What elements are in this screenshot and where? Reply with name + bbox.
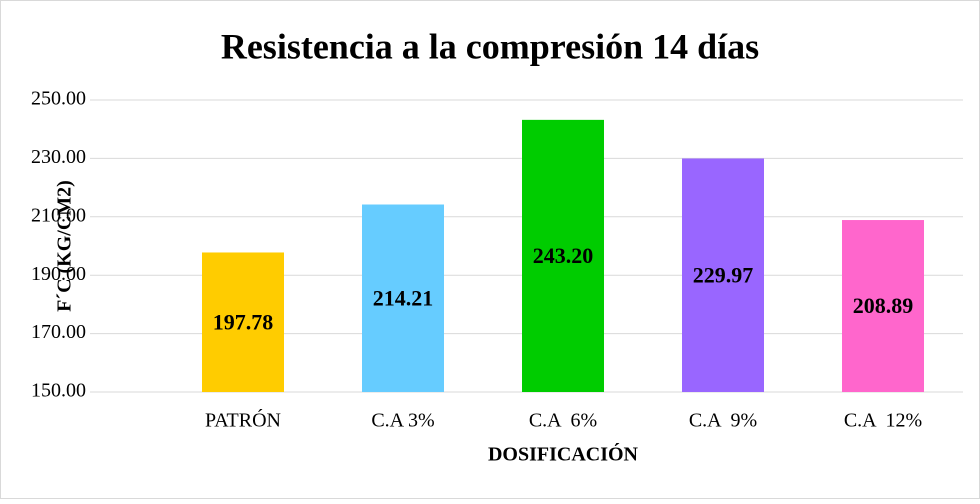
data-label: 208.89 [853, 293, 914, 318]
data-label: 197.78 [213, 309, 274, 334]
y-tick-label: 230.00 [31, 146, 86, 168]
y-tick-label: 190.00 [31, 263, 86, 285]
data-label: 243.20 [533, 243, 594, 268]
bar [522, 119, 604, 392]
bar [842, 220, 924, 392]
chart-title: Resistencia a la compresión 14 días [221, 26, 759, 66]
y-tick-label: 170.00 [31, 321, 86, 343]
y-tick-label: 250.00 [31, 88, 86, 110]
x-axis-label: DOSIFICACIÓN [488, 442, 639, 466]
x-tick-label: C.A 6% [529, 410, 597, 432]
bar [362, 204, 444, 392]
data-label: 214.21 [373, 285, 434, 310]
x-tick-label: PATRÓN [205, 408, 281, 432]
data-label: 229.97 [693, 262, 754, 287]
x-tick-label: C.A 12% [844, 410, 922, 432]
y-tick-label: 150.00 [31, 380, 86, 402]
bar [202, 252, 284, 392]
x-tick-label: C.A 3% [371, 410, 434, 432]
x-tick-label: C.A 9% [689, 410, 757, 432]
y-axis-label: F´C (KG/CM2) [54, 180, 76, 312]
bar [682, 158, 764, 392]
y-tick-label: 210.00 [31, 204, 86, 226]
